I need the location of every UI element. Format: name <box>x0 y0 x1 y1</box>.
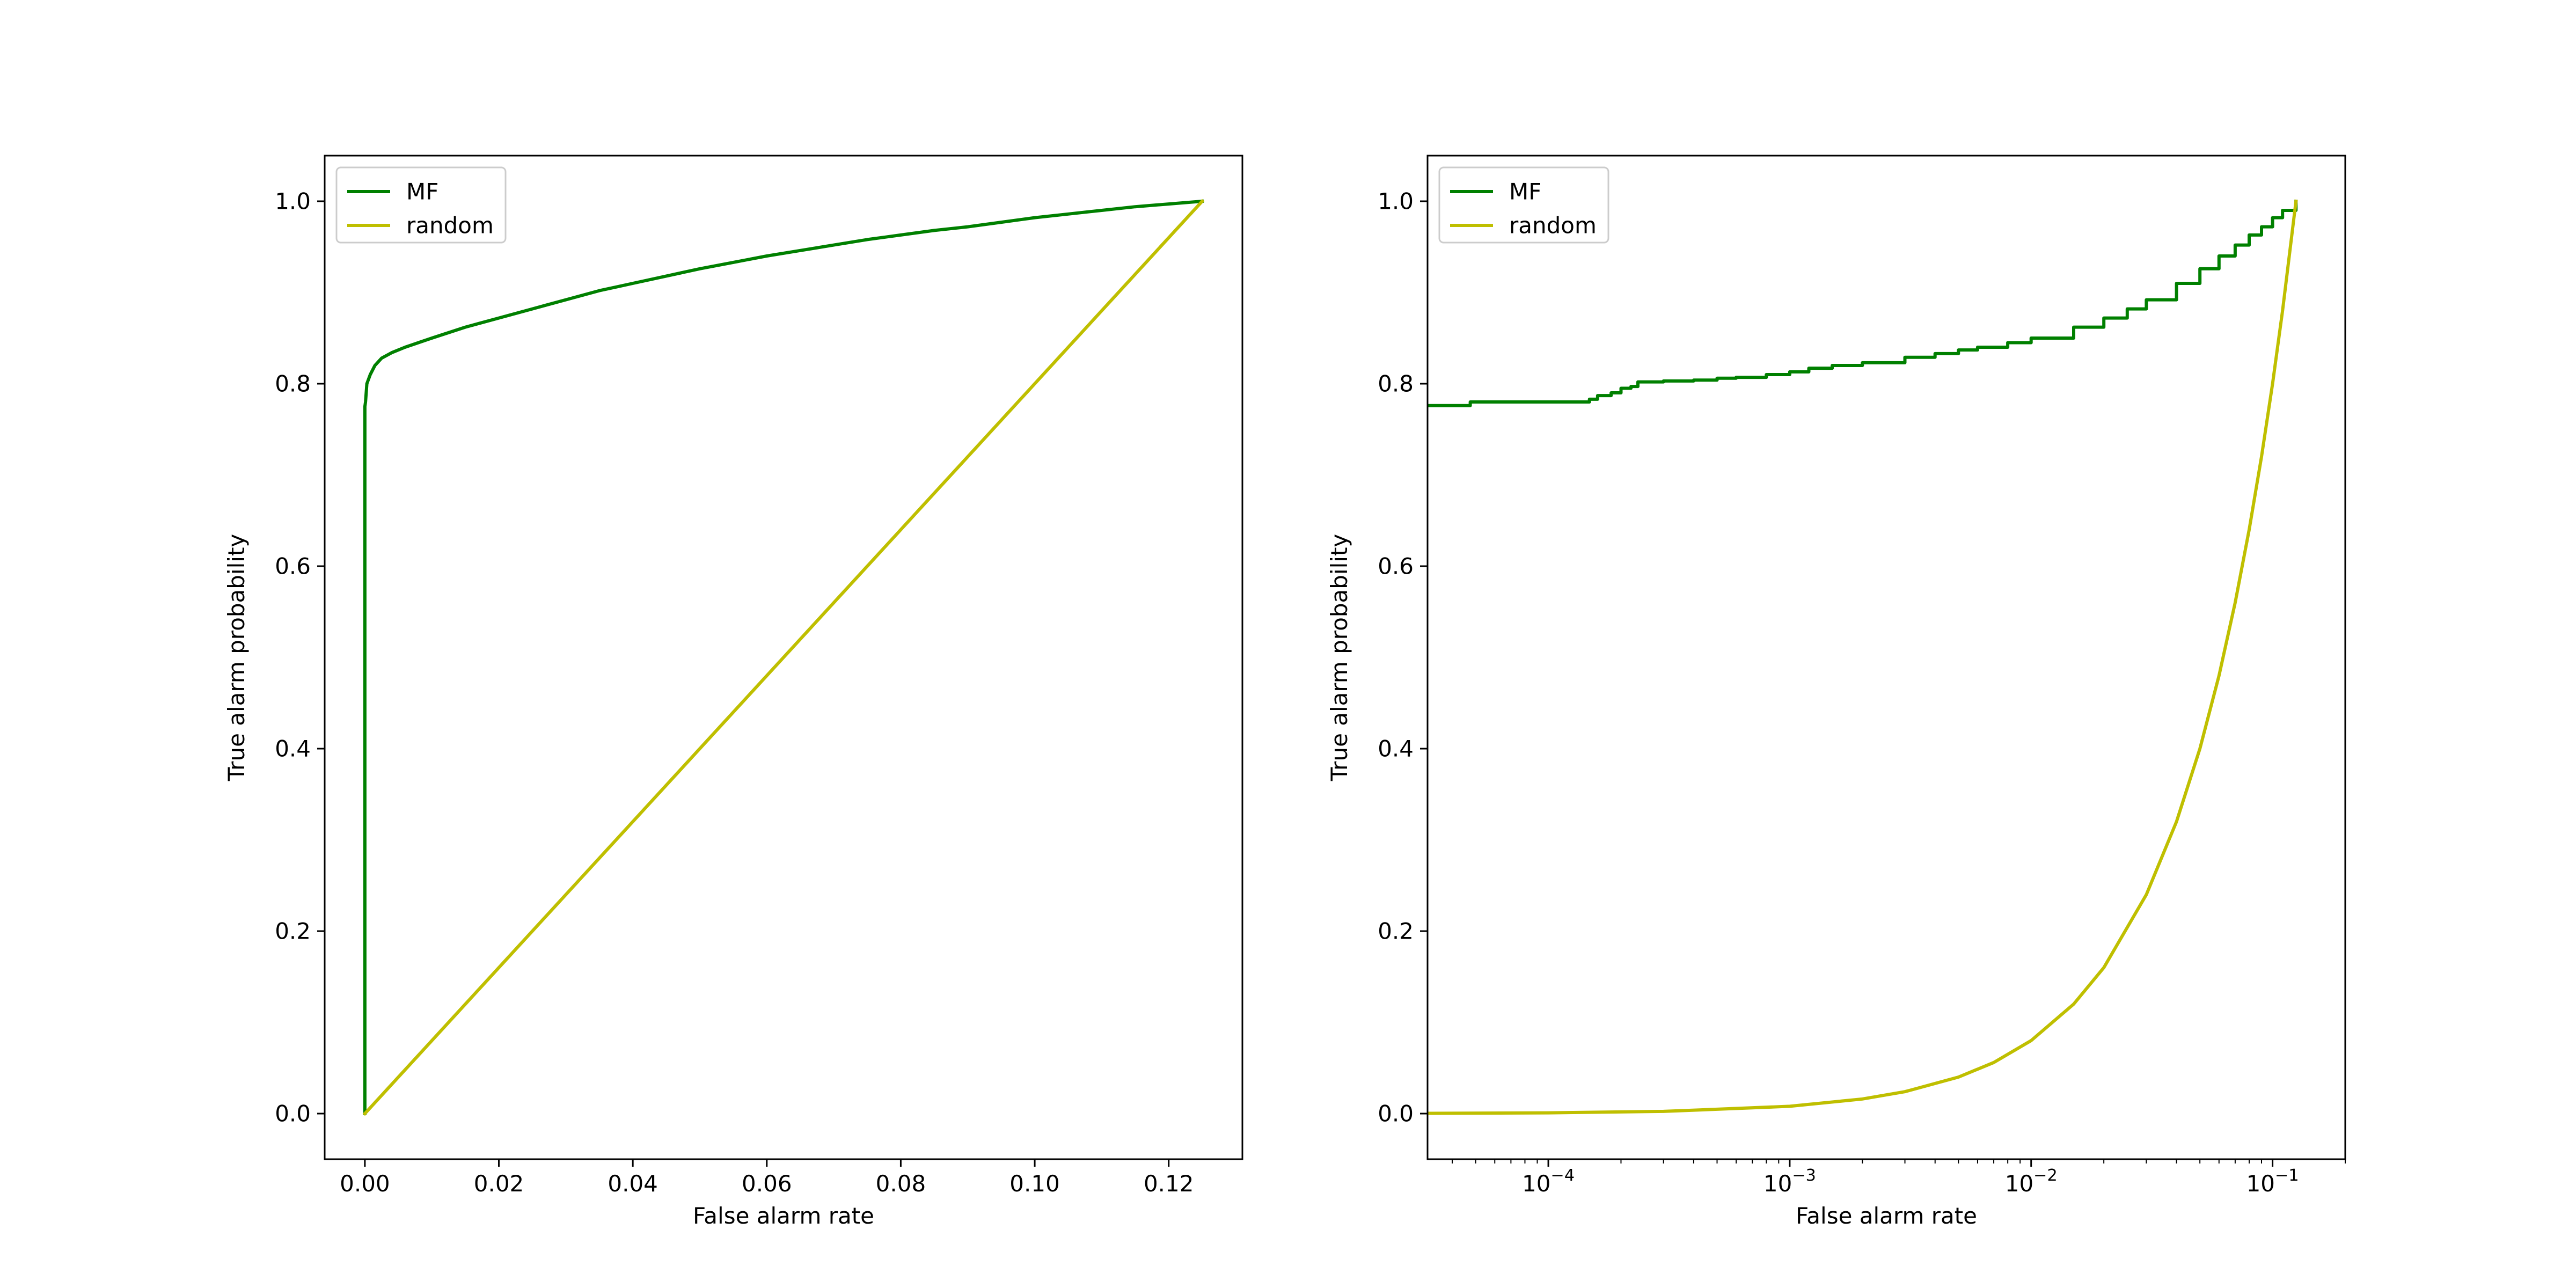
y-tick-label: 0.8 <box>1378 371 1414 397</box>
y-tick-label: 0.2 <box>1378 918 1414 945</box>
y-tick-label: 0.6 <box>1378 553 1414 580</box>
roc-linear-chart: 0.0 0.2 0.4 0.6 0.8 1.0 0.00 0.02 0.04 0.06 0.08 0.… <box>223 155 1243 1229</box>
y-tick-label: 0.4 <box>275 736 311 762</box>
x-tick-label: 0.04 <box>608 1170 658 1197</box>
x-tick-label: 10−4 <box>1522 1166 1575 1197</box>
x-tick-exponent: −4 <box>1550 1166 1575 1185</box>
x-tick-base: 10 <box>2246 1170 2275 1197</box>
x-tick-label: 0.06 <box>742 1170 792 1197</box>
x-tick-base: 10 <box>2005 1170 2033 1197</box>
legend-label-mf: MF <box>1509 179 1541 205</box>
series-line-mf <box>1428 200 2298 407</box>
y-tick-label: 1.0 <box>275 188 311 215</box>
x-tick-label: 0.12 <box>1144 1170 1194 1197</box>
y-tick-label: 0.4 <box>1378 736 1414 762</box>
legend-label-mf: MF <box>406 179 438 205</box>
y-axis-label: True alarm probability <box>223 534 250 782</box>
y-tick-label: 0.0 <box>1378 1101 1414 1127</box>
x-tick-exponent: −2 <box>2033 1166 2058 1185</box>
series-line-random <box>362 199 1205 1116</box>
legend-label-random: random <box>1509 213 1597 239</box>
x-axis-label: False alarm rate <box>693 1203 874 1229</box>
x-tick-label: 0.08 <box>876 1170 926 1197</box>
axes-frame <box>324 155 1243 1160</box>
x-tick-label: 10−1 <box>2246 1166 2299 1197</box>
y-tick-label: 1.0 <box>1378 188 1414 215</box>
axes-frame <box>1426 155 2346 1160</box>
x-tick-exponent: −1 <box>2275 1166 2299 1185</box>
y-tick-label: 0.2 <box>275 918 311 945</box>
x-tick-label: 0.02 <box>474 1170 524 1197</box>
x-axis-label: False alarm rate <box>1796 1203 1977 1229</box>
series-line-random <box>1428 199 2298 1115</box>
x-tick-label: 10−2 <box>2005 1166 2058 1197</box>
y-tick-label: 0.0 <box>275 1101 311 1127</box>
x-tick-exponent: −3 <box>1792 1166 1816 1185</box>
x-tick-base: 10 <box>1522 1170 1550 1197</box>
x-tick-label: 0.10 <box>1009 1170 1060 1197</box>
legend-label-random: random <box>406 213 494 239</box>
x-tick-base: 10 <box>1763 1170 1792 1197</box>
x-tick-label: 10−3 <box>1763 1166 1816 1197</box>
roc-log-chart: 0.00.20.40.60.81.010−4 10−3 10−2 10−1False … <box>1326 155 2346 1229</box>
x-tick-label: 0.00 <box>340 1170 390 1197</box>
series-line-mf <box>363 199 1204 1115</box>
y-axis-label: True alarm probability <box>1326 534 1352 782</box>
y-tick-label: 0.8 <box>275 371 311 397</box>
y-tick-label: 0.6 <box>275 553 311 580</box>
